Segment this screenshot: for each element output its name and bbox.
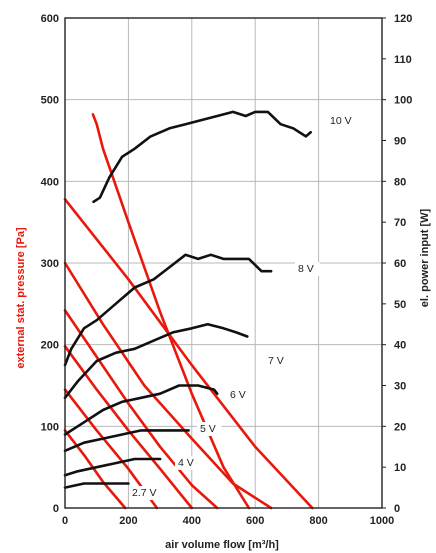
- curve-label-bg: [295, 262, 320, 276]
- y-left-tick-label: 400: [41, 176, 59, 188]
- curve-label-bg: [327, 114, 358, 128]
- y-left-tick-label: 300: [41, 258, 59, 270]
- tick-labels: 0 200 400 600 800 100001002003004005006000102…: [41, 13, 413, 527]
- voltage-label: 4 V: [178, 457, 194, 469]
- power-curve-4: [63, 429, 190, 453]
- y-left-tick-label: 600: [41, 13, 59, 25]
- y-right-tick-label: 90: [394, 136, 406, 148]
- curve-label-bg: [227, 388, 252, 402]
- y-right-tick-label: 0: [394, 503, 400, 515]
- curve-label-bg: [175, 456, 200, 470]
- x-tick-label: 0: [62, 515, 68, 527]
- x-tick-label: 200: [119, 515, 137, 527]
- y-right-tick-label: 70: [394, 217, 406, 229]
- y-right-tick-label: 110: [394, 54, 412, 66]
- y-left-tick-label: 100: [41, 421, 59, 433]
- curve-label-bg: [197, 422, 222, 436]
- pressure-curve-2: [63, 261, 273, 510]
- power-curves: [63, 110, 313, 489]
- y-right-tick-label: 20: [394, 421, 406, 433]
- pressure-curve-1: [63, 198, 314, 510]
- curve-label-bg: [129, 486, 166, 500]
- voltage-label: 8 V: [298, 263, 314, 275]
- pressure-curves: [63, 113, 314, 510]
- voltage-label: 2.7 V: [132, 487, 157, 499]
- y-right-tick-label: 80: [394, 176, 406, 188]
- y-right-tick-label: 40: [394, 340, 406, 352]
- y-axis-left-label: external stat. pressure [Pa]: [15, 227, 27, 369]
- voltage-label: 6 V: [230, 389, 246, 401]
- y-left-tick-label: 500: [41, 95, 59, 107]
- y-left-tick-label: 200: [41, 340, 59, 352]
- plot-frame: [64, 17, 386, 509]
- pressure-curve-3: [63, 309, 219, 510]
- y-right-tick-label: 30: [394, 381, 406, 393]
- voltage-label: 5 V: [200, 423, 216, 435]
- curve-labels: 10 V 8 V 7 V 6 V 5 V 4 V 2.7 V: [129, 114, 358, 500]
- pressure-curve-0: [91, 113, 251, 510]
- pressure-curve-4: [63, 344, 194, 510]
- power-curve-6: [63, 482, 130, 489]
- curve-label-bg: [265, 354, 290, 368]
- voltage-label: 7 V: [268, 355, 284, 367]
- x-tick-label: 600: [246, 515, 264, 527]
- y-left-tick-label: 0: [53, 503, 59, 515]
- y-right-tick-label: 50: [394, 299, 406, 311]
- y-right-tick-label: 100: [394, 95, 412, 107]
- x-tick-label: 400: [183, 515, 201, 527]
- y-right-tick-label: 120: [394, 13, 412, 25]
- power-curve-1: [63, 253, 273, 367]
- x-axis-label: air volume flow [m³/h]: [165, 539, 279, 551]
- x-tick-label: 1000: [370, 515, 394, 527]
- voltage-label: 10 V: [330, 115, 352, 127]
- y-right-tick-label: 10: [394, 462, 406, 474]
- power-curve-0: [92, 110, 313, 204]
- power-curve-5: [63, 457, 162, 477]
- x-tick-label: 800: [309, 515, 327, 527]
- y-right-tick-label: 60: [394, 258, 406, 270]
- y-axis-right-label: el. power input [W]: [419, 208, 431, 307]
- grid: [65, 18, 382, 508]
- power-curve-3: [63, 384, 219, 436]
- pressure-curve-6: [63, 429, 127, 510]
- power-curve-2: [63, 322, 249, 400]
